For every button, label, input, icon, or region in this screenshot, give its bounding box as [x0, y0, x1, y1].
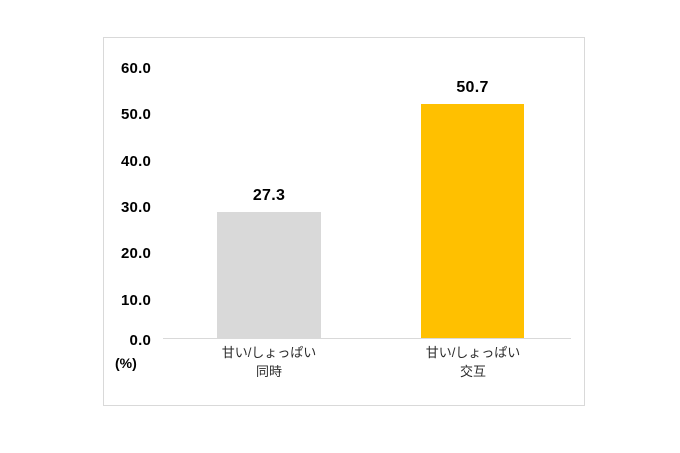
y-axis-unit-label: (%) [115, 355, 137, 371]
category-label-0-line-1: 甘い/しょっぱい [221, 345, 317, 360]
plot-area: 60.0 50.0 40.0 30.0 20.0 10.0 0.0 (%) 27… [104, 38, 586, 407]
category-axis-line [163, 338, 571, 339]
y-axis-tick-20: 20.0 [121, 245, 151, 262]
category-label-0: 甘い/しょっぱい 同時 [199, 344, 339, 382]
y-axis-tick-50: 50.0 [121, 106, 151, 123]
bar-value-label-0: 27.3 [252, 187, 286, 204]
category-label-1-line-1: 甘い/しょっぱい [425, 345, 521, 360]
y-axis-tick-60: 60.0 [121, 60, 151, 77]
y-axis-tick-0: 0.0 [129, 332, 151, 349]
y-axis-tick-10: 10.0 [121, 292, 151, 309]
category-label-1: 甘い/しょっぱい 交互 [403, 344, 543, 382]
y-axis-tick-30: 30.0 [121, 199, 151, 216]
y-axis-tick-40: 40.0 [121, 153, 151, 170]
bar-category-0[interactable] [217, 212, 321, 338]
bar-category-1[interactable] [421, 104, 524, 338]
bar-value-label-1: 50.7 [456, 79, 489, 96]
category-label-0-line-2: 同時 [255, 363, 282, 379]
category-label-1-line-2: 交互 [459, 363, 486, 379]
chart-frame: 60.0 50.0 40.0 30.0 20.0 10.0 0.0 (%) 27… [103, 37, 585, 406]
